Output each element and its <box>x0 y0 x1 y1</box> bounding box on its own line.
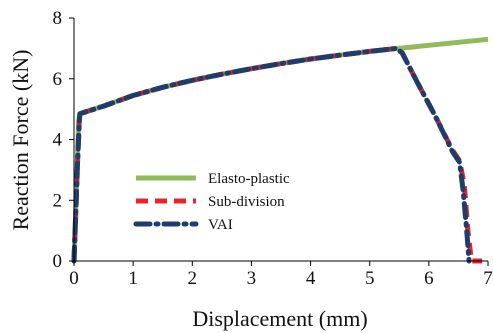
series-line-elasto-plastic <box>71 36 489 262</box>
legend-label: Sub-division <box>208 194 285 210</box>
y-tick-label: 0 <box>53 251 63 272</box>
y-tick-label: 2 <box>53 190 63 211</box>
x-axis-label: Displacement (mm) <box>192 306 367 331</box>
legend: Elasto-plastic Sub-division VAI <box>133 171 290 233</box>
legend-label: Elasto-plastic <box>208 171 290 187</box>
y-tick-label: 4 <box>53 130 63 151</box>
x-tick-label: 2 <box>188 268 198 289</box>
x-tick-label: 1 <box>128 268 138 289</box>
x-tick-label: 6 <box>424 268 434 289</box>
y-tick-label: 8 <box>53 8 63 29</box>
series-line-vai <box>71 45 472 264</box>
y-tick-label: 6 <box>53 69 63 90</box>
series-layer <box>71 36 489 264</box>
x-tick-label: 5 <box>365 268 375 289</box>
ticks-layer: 0 1 2 3 4 5 6 7 0 2 4 6 8 <box>53 8 493 289</box>
legend-label: VAI <box>208 217 233 233</box>
series-line-sub-division <box>71 45 483 264</box>
x-tick-label: 0 <box>69 268 79 289</box>
x-tick-label: 7 <box>483 268 493 289</box>
y-axis-label: Reaction Force (kN) <box>8 50 33 231</box>
x-tick-label: 4 <box>306 268 316 289</box>
x-tick-label: 3 <box>247 268 257 289</box>
